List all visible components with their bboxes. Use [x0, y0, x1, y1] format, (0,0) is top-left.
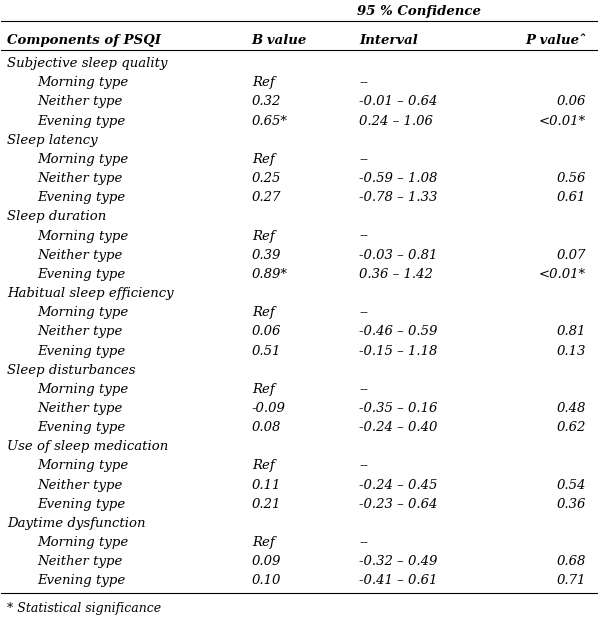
- Text: Ref: Ref: [252, 153, 274, 166]
- Text: Evening type: Evening type: [37, 345, 125, 358]
- Text: 0.39: 0.39: [252, 248, 281, 262]
- Text: -0.78 – 1.33: -0.78 – 1.33: [359, 191, 437, 204]
- Text: Ref: Ref: [252, 383, 274, 396]
- Text: Morning type: Morning type: [37, 76, 128, 89]
- Text: Evening type: Evening type: [37, 575, 125, 587]
- Text: --: --: [359, 153, 368, 166]
- Text: Evening type: Evening type: [37, 191, 125, 204]
- Text: Morning type: Morning type: [37, 460, 128, 473]
- Text: 0.36 – 1.42: 0.36 – 1.42: [359, 268, 433, 281]
- Text: 0.89*: 0.89*: [252, 268, 288, 281]
- Text: <0.01*: <0.01*: [539, 115, 586, 128]
- Text: Evening type: Evening type: [37, 421, 125, 434]
- Text: Neither type: Neither type: [37, 555, 123, 568]
- Text: --: --: [359, 76, 368, 89]
- Text: 0.32: 0.32: [252, 96, 281, 108]
- Text: 0.06: 0.06: [252, 325, 281, 338]
- Text: 0.09: 0.09: [252, 555, 281, 568]
- Text: --: --: [359, 536, 368, 549]
- Text: -0.23 – 0.64: -0.23 – 0.64: [359, 498, 437, 511]
- Text: 0.48: 0.48: [556, 402, 586, 415]
- Text: -0.15 – 1.18: -0.15 – 1.18: [359, 345, 437, 358]
- Text: Subjective sleep quality: Subjective sleep quality: [7, 57, 168, 70]
- Text: <0.01*: <0.01*: [539, 268, 586, 281]
- Text: Sleep duration: Sleep duration: [7, 211, 107, 223]
- Text: Sleep latency: Sleep latency: [7, 134, 98, 147]
- Text: 0.10: 0.10: [252, 575, 281, 587]
- Text: * Statistical significance: * Statistical significance: [7, 602, 162, 615]
- Text: 0.54: 0.54: [556, 479, 586, 492]
- Text: Components of PSQI: Components of PSQI: [7, 34, 161, 47]
- Text: Morning type: Morning type: [37, 153, 128, 166]
- Text: Habitual sleep efficiency: Habitual sleep efficiency: [7, 287, 174, 300]
- Text: Neither type: Neither type: [37, 96, 123, 108]
- Text: 95 % Confidence: 95 % Confidence: [357, 5, 480, 18]
- Text: 0.51: 0.51: [252, 345, 281, 358]
- Text: B value: B value: [252, 34, 307, 47]
- Text: 0.61: 0.61: [556, 191, 586, 204]
- Text: Ref: Ref: [252, 76, 274, 89]
- Text: Ref: Ref: [252, 460, 274, 473]
- Text: Neither type: Neither type: [37, 172, 123, 185]
- Text: Interval: Interval: [359, 34, 418, 47]
- Text: Morning type: Morning type: [37, 230, 128, 243]
- Text: -0.24 – 0.40: -0.24 – 0.40: [359, 421, 437, 434]
- Text: 0.81: 0.81: [556, 325, 586, 338]
- Text: Ref: Ref: [252, 536, 274, 549]
- Text: -0.46 – 0.59: -0.46 – 0.59: [359, 325, 437, 338]
- Text: Evening type: Evening type: [37, 498, 125, 511]
- Text: -0.59 – 1.08: -0.59 – 1.08: [359, 172, 437, 185]
- Text: 0.25: 0.25: [252, 172, 281, 185]
- Text: -0.03 – 0.81: -0.03 – 0.81: [359, 248, 437, 262]
- Text: 0.56: 0.56: [556, 172, 586, 185]
- Text: Evening type: Evening type: [37, 115, 125, 128]
- Text: 0.36: 0.36: [556, 498, 586, 511]
- Text: 0.06: 0.06: [556, 96, 586, 108]
- Text: 0.68: 0.68: [556, 555, 586, 568]
- Text: Ref: Ref: [252, 306, 274, 319]
- Text: 0.71: 0.71: [556, 575, 586, 587]
- Text: --: --: [359, 383, 368, 396]
- Text: 0.21: 0.21: [252, 498, 281, 511]
- Text: Neither type: Neither type: [37, 402, 123, 415]
- Text: -0.09: -0.09: [252, 402, 286, 415]
- Text: Neither type: Neither type: [37, 325, 123, 338]
- Text: 0.62: 0.62: [556, 421, 586, 434]
- Text: Morning type: Morning type: [37, 306, 128, 319]
- Text: Sleep disturbances: Sleep disturbances: [7, 363, 136, 377]
- Text: Morning type: Morning type: [37, 536, 128, 549]
- Text: -0.35 – 0.16: -0.35 – 0.16: [359, 402, 437, 415]
- Text: Use of sleep medication: Use of sleep medication: [7, 440, 168, 453]
- Text: 0.07: 0.07: [556, 248, 586, 262]
- Text: Neither type: Neither type: [37, 248, 123, 262]
- Text: 0.11: 0.11: [252, 479, 281, 492]
- Text: --: --: [359, 230, 368, 243]
- Text: Neither type: Neither type: [37, 479, 123, 492]
- Text: 0.08: 0.08: [252, 421, 281, 434]
- Text: Daytime dysfunction: Daytime dysfunction: [7, 517, 146, 530]
- Text: 0.27: 0.27: [252, 191, 281, 204]
- Text: -0.01 – 0.64: -0.01 – 0.64: [359, 96, 437, 108]
- Text: 0.24 – 1.06: 0.24 – 1.06: [359, 115, 433, 128]
- Text: --: --: [359, 306, 368, 319]
- Text: -0.41 – 0.61: -0.41 – 0.61: [359, 575, 437, 587]
- Text: -0.24 – 0.45: -0.24 – 0.45: [359, 479, 437, 492]
- Text: 0.65*: 0.65*: [252, 115, 288, 128]
- Text: Evening type: Evening type: [37, 268, 125, 281]
- Text: Ref: Ref: [252, 230, 274, 243]
- Text: P valueˆ: P valueˆ: [525, 34, 586, 47]
- Text: --: --: [359, 460, 368, 473]
- Text: 0.13: 0.13: [556, 345, 586, 358]
- Text: Morning type: Morning type: [37, 383, 128, 396]
- Text: -0.32 – 0.49: -0.32 – 0.49: [359, 555, 437, 568]
